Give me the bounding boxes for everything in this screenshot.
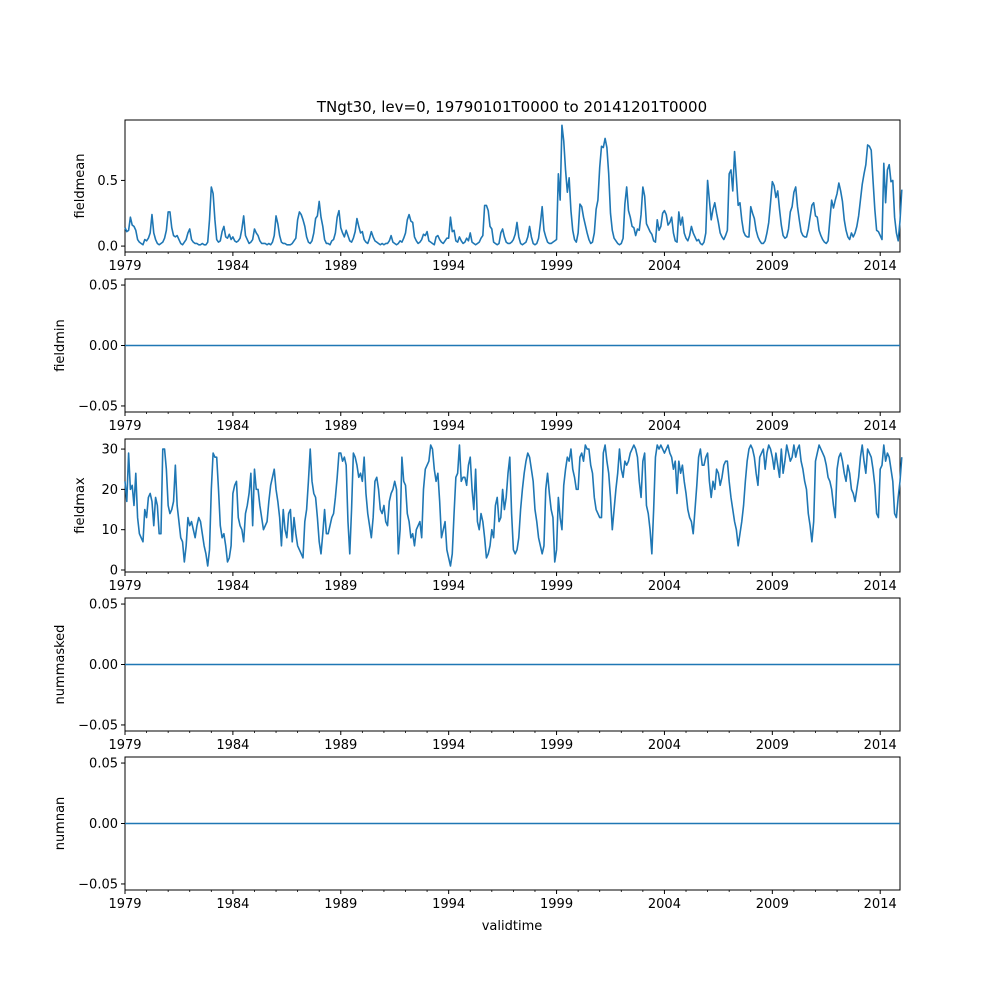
x-tick-label: 1984 [216, 897, 249, 912]
x-tick-label: 1989 [324, 897, 357, 912]
x-tick-label: 1979 [108, 419, 141, 434]
panel-fieldmean: 1979 1984 1989 1994 1999 2004 2009 2014 0.0 0.5 fi… [73, 119, 903, 274]
x-tick-label: 1999 [540, 738, 573, 753]
x-tick-label: 1979 [108, 738, 141, 753]
x-tick-label: 1984 [216, 419, 249, 434]
y-tick-label: −0.05 [78, 718, 118, 733]
x-tick-label: 2014 [864, 259, 897, 274]
y-tick-label: 0.5 [97, 174, 118, 189]
x-tick-label: 2009 [756, 579, 789, 594]
x-tick-label: 2014 [864, 738, 897, 753]
x-tick-label: 1994 [432, 897, 465, 912]
x-tick-label: 2014 [864, 579, 897, 594]
y-tick-label: 0.00 [89, 817, 118, 832]
y-tick-label: −0.05 [78, 877, 118, 892]
x-tick-label: 1999 [540, 897, 573, 912]
y-tick-label: 0 [110, 563, 118, 578]
series-line-fieldmax [124, 444, 903, 567]
axes-frame [124, 438, 901, 573]
x-tick-label: 1989 [324, 259, 357, 274]
x-tick-label: 1989 [324, 419, 357, 434]
x-tick-label: 2004 [648, 579, 681, 594]
x-tick-label: 1999 [540, 259, 573, 274]
x-tick-label: 2009 [756, 897, 789, 912]
x-axis-label: validtime [482, 919, 543, 934]
x-tick-label: 1979 [108, 259, 141, 274]
x-tick-label: 1994 [432, 738, 465, 753]
y-tick-label: 10 [101, 523, 118, 538]
panel-nummasked: 1979 1984 1989 1994 1999 2004 2009 2014 −0.05 0.0… [53, 597, 901, 753]
x-tick-label: 2004 [648, 259, 681, 274]
y-tick-label: 0.05 [89, 279, 118, 294]
panel-numnan: 1979 1984 1989 1994 1999 2004 2009 2014 −0.05 0.0… [53, 756, 901, 912]
x-tick-label: 2004 [648, 419, 681, 434]
panel-fieldmax: 1979 1984 1989 1994 1999 2004 2009 2014 0 10 20 30 f… [73, 438, 903, 594]
x-tick-label: 1984 [216, 259, 249, 274]
x-tick-label: 1979 [108, 579, 141, 594]
y-tick-label: 20 [101, 483, 118, 498]
x-tick-label: 1999 [540, 419, 573, 434]
axes-frame [124, 119, 901, 253]
panel-fieldmin: 1979 1984 1989 1994 1999 2004 2009 2014 −0.05 0.0… [53, 278, 901, 434]
x-tick-label: 2009 [756, 738, 789, 753]
figure-title: TNgt30, lev=0, 19790101T0000 to 20141201… [316, 98, 707, 116]
x-tick-label: 1994 [432, 259, 465, 274]
x-tick-label: 1989 [324, 579, 357, 594]
y-tick-label: 0.05 [89, 757, 118, 772]
y-tick-label: 0.05 [89, 598, 118, 613]
y-tick-label: 0.0 [97, 240, 118, 255]
y-axis-label: nummasked [53, 625, 68, 705]
x-tick-label: 1994 [432, 419, 465, 434]
x-tick-label: 1999 [540, 579, 573, 594]
x-tick-label: 2014 [864, 897, 897, 912]
y-tick-label: −0.05 [78, 399, 118, 414]
y-axis-label: fieldmean [73, 154, 88, 219]
x-tick-label: 1979 [108, 897, 141, 912]
y-tick-label: 0.00 [89, 339, 118, 354]
x-tick-label: 2004 [648, 738, 681, 753]
x-tick-label: 1989 [324, 738, 357, 753]
x-tick-label: 1984 [216, 738, 249, 753]
y-axis-label: fieldmin [53, 319, 68, 372]
y-tick-label: 0.00 [89, 658, 118, 673]
x-tick-label: 2009 [756, 419, 789, 434]
series-line-fieldmean [124, 124, 903, 246]
y-axis-label: numnan [53, 797, 68, 851]
y-axis-label: fieldmax [73, 477, 88, 534]
x-tick-label: 2004 [648, 897, 681, 912]
x-tick-label: 1984 [216, 579, 249, 594]
x-tick-label: 2009 [756, 259, 789, 274]
y-tick-label: 30 [101, 443, 118, 458]
x-tick-label: 2014 [864, 419, 897, 434]
x-tick-label: 1994 [432, 579, 465, 594]
